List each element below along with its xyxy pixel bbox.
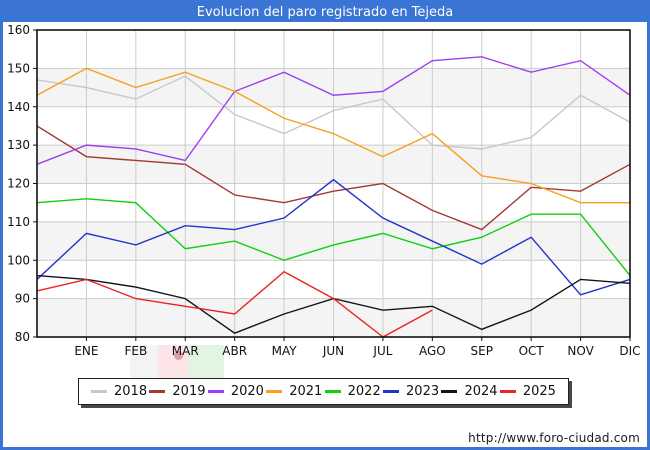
- y-label-140: 140: [7, 100, 30, 114]
- legend-item-2022: 2022: [324, 384, 381, 399]
- plot-border: [36, 29, 631, 338]
- legend-dash-2023: [383, 390, 400, 393]
- title-bar: Evolucion del paro registrado en Tejeda: [3, 3, 647, 22]
- y-label-100: 100: [7, 253, 30, 267]
- series-line-2021: [36, 67, 630, 204]
- y-label-90: 90: [15, 292, 30, 306]
- legend-label-2022: 2022: [347, 384, 381, 399]
- legend-dash-2018: [91, 390, 107, 393]
- y-label-130: 130: [7, 138, 30, 152]
- legend-item-2021: 2021: [266, 384, 322, 399]
- legend-dash-2020: [207, 390, 224, 393]
- legend-dash-2021: [266, 390, 283, 393]
- line-chart: ENE FEB MAR ABR MAY JUN JUL AGO SEP OCT NOV DIC 160 1…: [7, 23, 640, 358]
- legend-label-2018: 2018: [114, 384, 148, 399]
- legend-label-2025: 2025: [522, 384, 556, 399]
- y-label-80: 80: [15, 330, 30, 344]
- series-line-2023: [36, 178, 631, 296]
- chart-area: ENE FEB MAR ABR MAY JUN JUL AGO SEP OCT NOV DIC 160 1…: [3, 3, 647, 447]
- chart-title: Evolucion del paro registrado en Tejeda: [196, 5, 454, 20]
- legend-item-2018: 2018: [91, 384, 147, 399]
- y-label-120: 120: [7, 177, 30, 191]
- series-line-2025: [36, 270, 433, 338]
- legend-label-2020: 2020: [230, 384, 264, 399]
- x-label-ENE: ENE: [74, 344, 98, 358]
- series-line-2020: [36, 56, 631, 165]
- legend-dash-2019: [149, 390, 166, 393]
- x-label-MAR: MAR: [172, 344, 199, 358]
- legend-item-2025: 2025: [499, 384, 556, 399]
- site-url: http://www.foro-ciudad.com: [468, 431, 640, 445]
- x-label-DIC: DIC: [619, 344, 640, 358]
- x-label-JUL: JUL: [372, 344, 392, 358]
- x-label-SEP: SEP: [471, 344, 493, 358]
- legend-label-2019: 2019: [172, 384, 206, 399]
- legend-item-2024: 2024: [441, 384, 498, 399]
- legend-dash-2024: [441, 390, 458, 393]
- legend-label-2024: 2024: [464, 384, 498, 399]
- x-label-FEB: FEB: [124, 344, 147, 358]
- legend-label-2021: 2021: [289, 384, 323, 399]
- x-label-ABR: ABR: [222, 344, 247, 358]
- legend-dash-2025: [499, 390, 516, 393]
- x-label-AGO: AGO: [419, 344, 446, 358]
- x-label-MAY: MAY: [272, 344, 298, 358]
- x-label-NOV: NOV: [567, 344, 594, 358]
- legend-dash-2022: [324, 390, 341, 393]
- legend-item-2023: 2023: [383, 384, 439, 399]
- legend-label-2023: 2023: [406, 384, 440, 399]
- y-label-110: 110: [7, 215, 30, 229]
- y-label-160: 160: [7, 23, 30, 37]
- series-line-2018: [36, 75, 631, 150]
- y-label-150: 150: [7, 61, 30, 75]
- legend-item-2019: 2019: [149, 384, 206, 399]
- series-line-2019: [36, 125, 631, 231]
- x-label-JUN: JUN: [322, 344, 344, 358]
- series-line-2022: [36, 198, 631, 277]
- x-label-OCT: OCT: [519, 344, 545, 358]
- legend: 2018 2019 2020 2021 2022 2023 2024 2025: [78, 378, 569, 405]
- legend-item-2020: 2020: [207, 384, 264, 399]
